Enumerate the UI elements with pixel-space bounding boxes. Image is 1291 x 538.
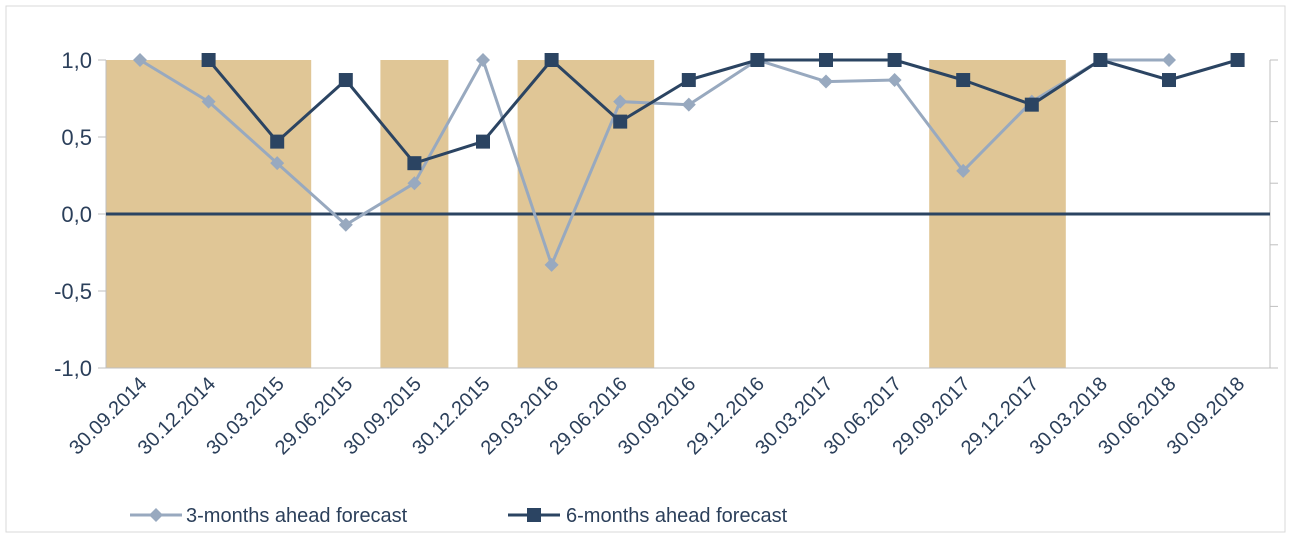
legend-label: 6-months ahead forecast — [566, 505, 788, 527]
series-point-6m — [1024, 97, 1039, 112]
series-point-3m — [544, 257, 559, 272]
y-tick-label: 0,0 — [61, 202, 92, 227]
series-point-3m — [133, 53, 147, 67]
series-point-6m — [613, 114, 628, 129]
series-point-3m — [476, 53, 490, 67]
y-tick-label: 0,5 — [61, 125, 92, 150]
series-point-3m — [201, 94, 216, 109]
series-point-3m — [819, 74, 833, 89]
series-point-6m — [956, 73, 971, 88]
series-point-3m — [407, 176, 422, 191]
series-point-6m — [681, 73, 696, 88]
y-axis-ticks: 1,0 0,5 0,0 -0,5 -1,0 — [54, 48, 1278, 381]
series-point-6m — [1093, 53, 1108, 67]
x-axis-ticks: 30.09.201430.12.201430.03.201529.06.2015… — [65, 373, 1249, 459]
series-markers — [133, 53, 1245, 272]
y-tick-label: -1,0 — [54, 356, 92, 381]
legend: 3-months ahead forecast 6-months ahead fo… — [130, 505, 788, 527]
legend-marker-diamond — [149, 508, 163, 522]
series-point-3m — [956, 163, 971, 178]
series-point-6m — [338, 73, 353, 88]
series-point-6m — [1230, 53, 1245, 67]
y-tick-label: -0,5 — [54, 279, 92, 304]
series-point-6m — [407, 156, 422, 171]
series-point-6m — [819, 53, 833, 67]
series-point-6m — [270, 134, 285, 149]
series-point-6m — [750, 53, 765, 67]
series-line-3m — [139, 58, 1169, 267]
legend-marker-square — [527, 508, 541, 522]
series-point-3m — [270, 156, 285, 171]
series-lines — [139, 58, 1239, 267]
series-point-3m — [613, 94, 628, 109]
series-point-3m — [338, 217, 353, 232]
series-point-3m — [887, 73, 902, 88]
series-point-3m — [681, 97, 696, 112]
legend-label: 3-months ahead forecast — [186, 505, 408, 527]
series-point-6m — [201, 53, 216, 67]
series-point-6m — [476, 134, 490, 149]
series-point-3m — [1162, 53, 1176, 67]
y-tick-label: 1,0 — [61, 48, 92, 73]
series-point-6m — [1162, 73, 1176, 88]
series-point-6m — [544, 53, 559, 67]
series-point-6m — [887, 53, 902, 67]
chart-border — [5, 5, 1286, 533]
series-line-6m — [207, 58, 1239, 165]
